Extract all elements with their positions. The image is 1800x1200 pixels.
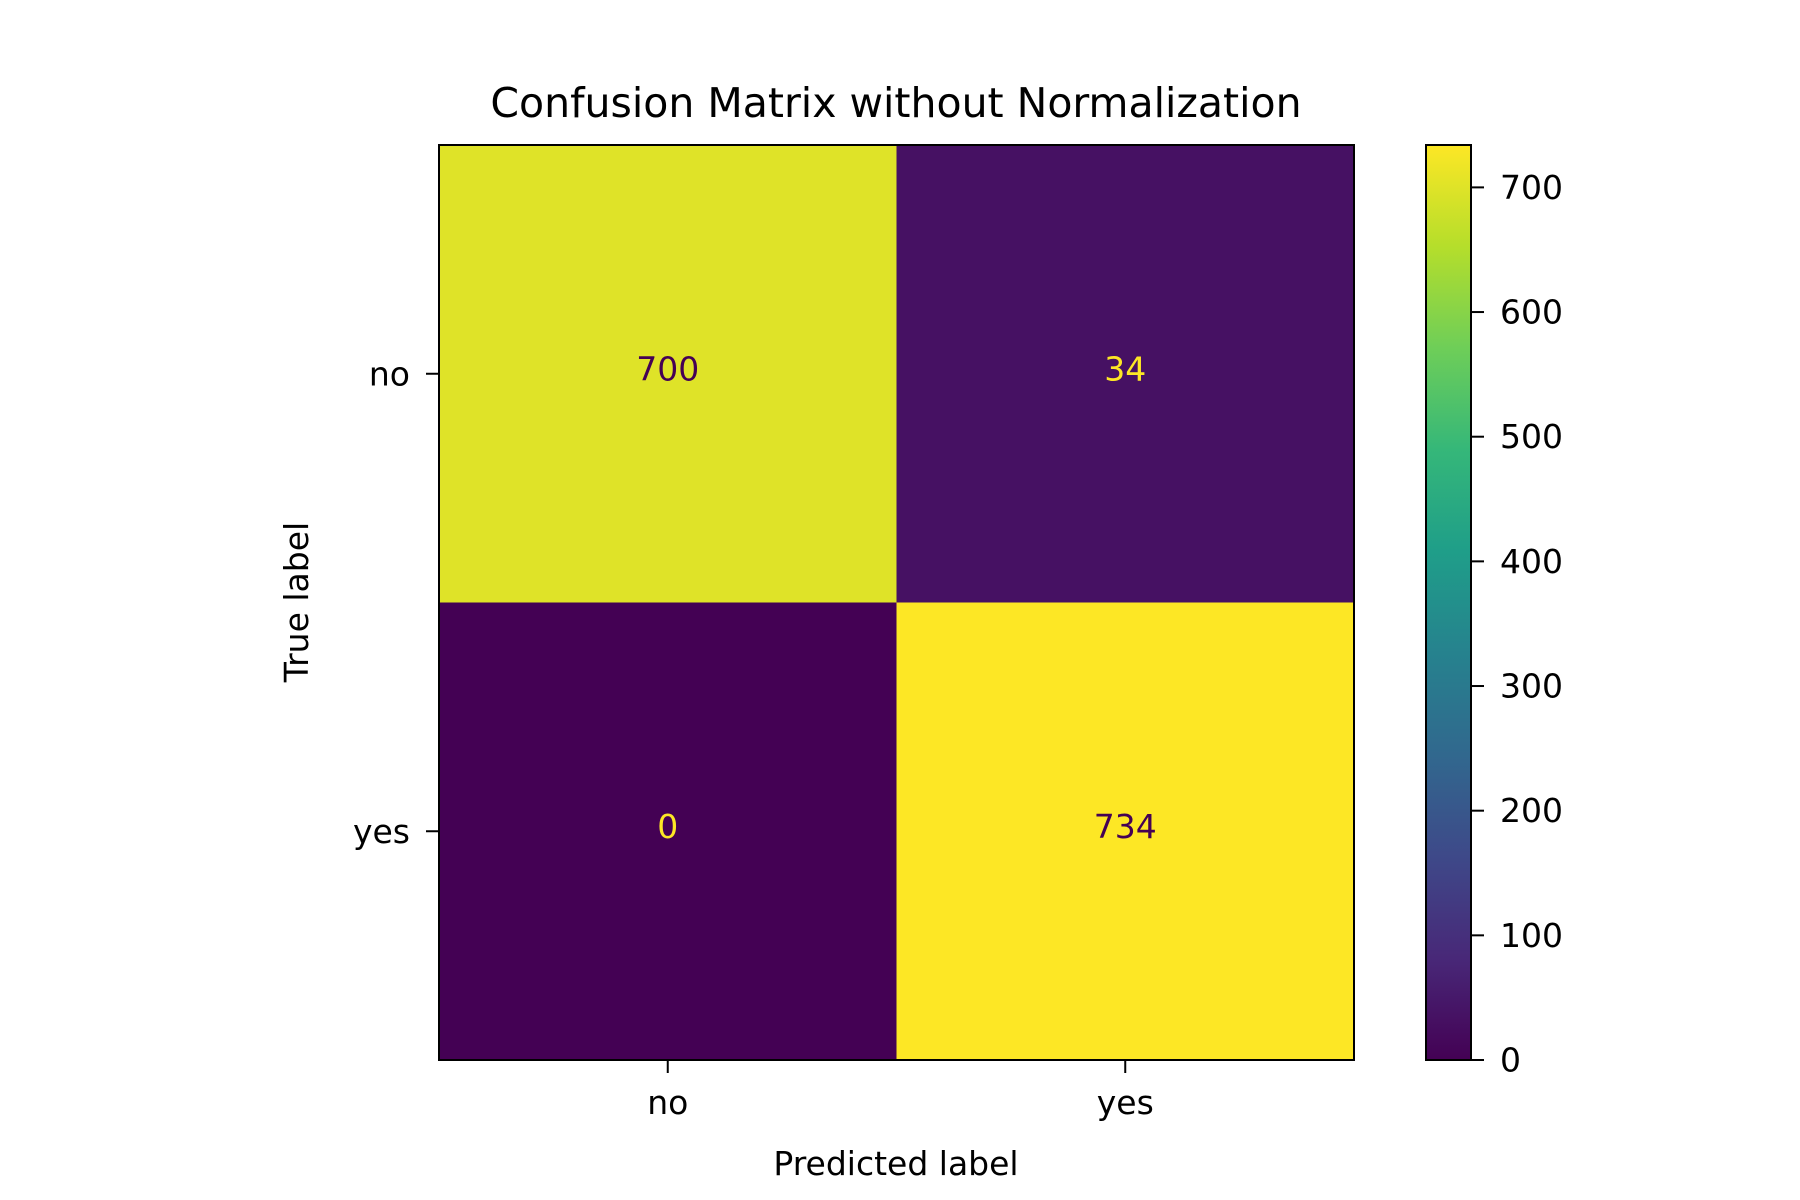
- colorbar-gradient: [1426, 145, 1471, 1060]
- colorbar-tick-label: 0: [1500, 1041, 1521, 1080]
- colorbar-tick-label: 600: [1500, 293, 1563, 332]
- y-tick-label: no: [369, 354, 410, 393]
- y-tick-label: yes: [353, 812, 410, 851]
- colorbar-frame: [1425, 144, 1472, 1061]
- colorbar-ticks: 0 100 200 300 400 500 600 700: [1471, 168, 1563, 1080]
- heatmap-cell: [896, 602, 1354, 1060]
- chart-title: Confusion Matrix without Normalization: [490, 79, 1301, 127]
- heatmap-cells: [439, 145, 1354, 1060]
- heatmap-cell: [439, 602, 897, 1060]
- cell-value-label: 34: [1104, 349, 1146, 388]
- colorbar-tick-label: 500: [1500, 417, 1563, 456]
- colorbar-tick-label: 700: [1500, 168, 1563, 207]
- heatmap-cell: [439, 145, 897, 603]
- cell-value-label: 0: [657, 807, 678, 846]
- x-tick-label: yes: [1097, 1083, 1154, 1122]
- heatmap-cell-labels: 700 34 0 734: [636, 349, 1157, 846]
- x-tick-label: no: [647, 1083, 688, 1122]
- cell-value-label: 734: [1094, 807, 1157, 846]
- y-axis-label: True label: [277, 522, 316, 683]
- colorbar-tick-label: 400: [1500, 542, 1563, 581]
- x-axis-ticks: no yes: [647, 1060, 1154, 1122]
- colorbar-tick-label: 200: [1500, 791, 1563, 830]
- cell-value-label: 700: [636, 349, 699, 388]
- colorbar-tick-label: 300: [1500, 667, 1563, 706]
- y-axis-ticks: no yes: [353, 354, 439, 851]
- axes-frame: [438, 144, 1355, 1061]
- heatmap-cell: [896, 145, 1354, 603]
- x-axis-label: Predicted label: [773, 1144, 1018, 1183]
- colorbar-tick-label: 100: [1500, 916, 1563, 955]
